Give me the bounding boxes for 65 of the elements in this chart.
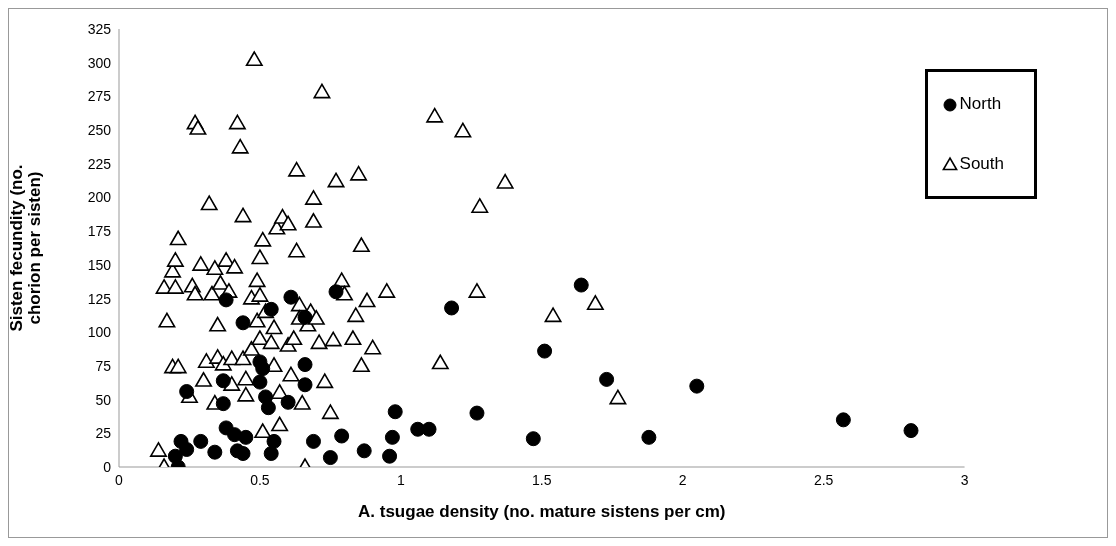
- point: [387, 404, 403, 420]
- point: [903, 423, 919, 439]
- point: [263, 301, 279, 317]
- point: [573, 277, 589, 293]
- point: [266, 433, 282, 449]
- point: [215, 396, 231, 412]
- point: [305, 433, 321, 449]
- y-tick-label: 100: [87, 324, 112, 341]
- point: [356, 443, 372, 459]
- point: [179, 384, 195, 400]
- point: [689, 378, 705, 394]
- y-tick-label: 325: [87, 20, 112, 37]
- x-axis-title: A. tsugae density (no. mature sistens per cm): [358, 502, 726, 521]
- point: [235, 315, 251, 331]
- y-tick-label: 50: [95, 391, 112, 408]
- point: [235, 446, 251, 462]
- point: [215, 373, 231, 389]
- point: [641, 429, 657, 445]
- point: [322, 450, 338, 466]
- point: [238, 429, 254, 445]
- y-tick-label: 275: [87, 88, 112, 105]
- y-tick-label: 225: [87, 155, 112, 172]
- y-tick-label: 125: [87, 290, 112, 307]
- point: [193, 433, 209, 449]
- legend-label: North: [959, 94, 1002, 114]
- point: [334, 428, 350, 444]
- point: [297, 377, 313, 393]
- x-tick-label: 0.5: [250, 471, 270, 488]
- y-tick-label: 250: [87, 122, 112, 139]
- x-tick-label: 3: [960, 471, 969, 488]
- point: [525, 431, 541, 447]
- point: [263, 446, 279, 462]
- point: [283, 289, 299, 305]
- point: [252, 374, 268, 390]
- point: [328, 284, 344, 300]
- x-tick-label: 2: [678, 471, 687, 488]
- point: [218, 292, 234, 308]
- point: [599, 371, 615, 387]
- point: [297, 309, 313, 325]
- point: [297, 357, 313, 373]
- y-tick-label: 175: [87, 223, 112, 240]
- y-tick-label: 0: [103, 458, 112, 475]
- point: [835, 412, 851, 428]
- y-tick-label: 25: [95, 425, 112, 442]
- point: [255, 361, 271, 377]
- point: [280, 394, 296, 410]
- point: [537, 343, 553, 359]
- point: [421, 421, 437, 437]
- x-tick-label: 1: [396, 471, 405, 488]
- y-tick-label: 200: [87, 189, 112, 206]
- y-tick-label: 75: [95, 357, 112, 374]
- x-tick-label: 0: [115, 471, 124, 488]
- y-tick-label: 150: [87, 256, 112, 273]
- x-tick-label: 1.5: [532, 471, 552, 488]
- point: [207, 444, 223, 460]
- y-tick-label: 300: [87, 54, 112, 71]
- x-tick-label: 2.5: [813, 471, 834, 488]
- point: [260, 400, 276, 416]
- legend-label: South: [959, 154, 1004, 174]
- point: [469, 405, 485, 421]
- point: [444, 300, 460, 316]
- point: [382, 448, 398, 464]
- point: [384, 429, 400, 445]
- point: [179, 441, 195, 457]
- y-axis-title: Sisten fecundity (no. chorion per sisten): [7, 164, 44, 332]
